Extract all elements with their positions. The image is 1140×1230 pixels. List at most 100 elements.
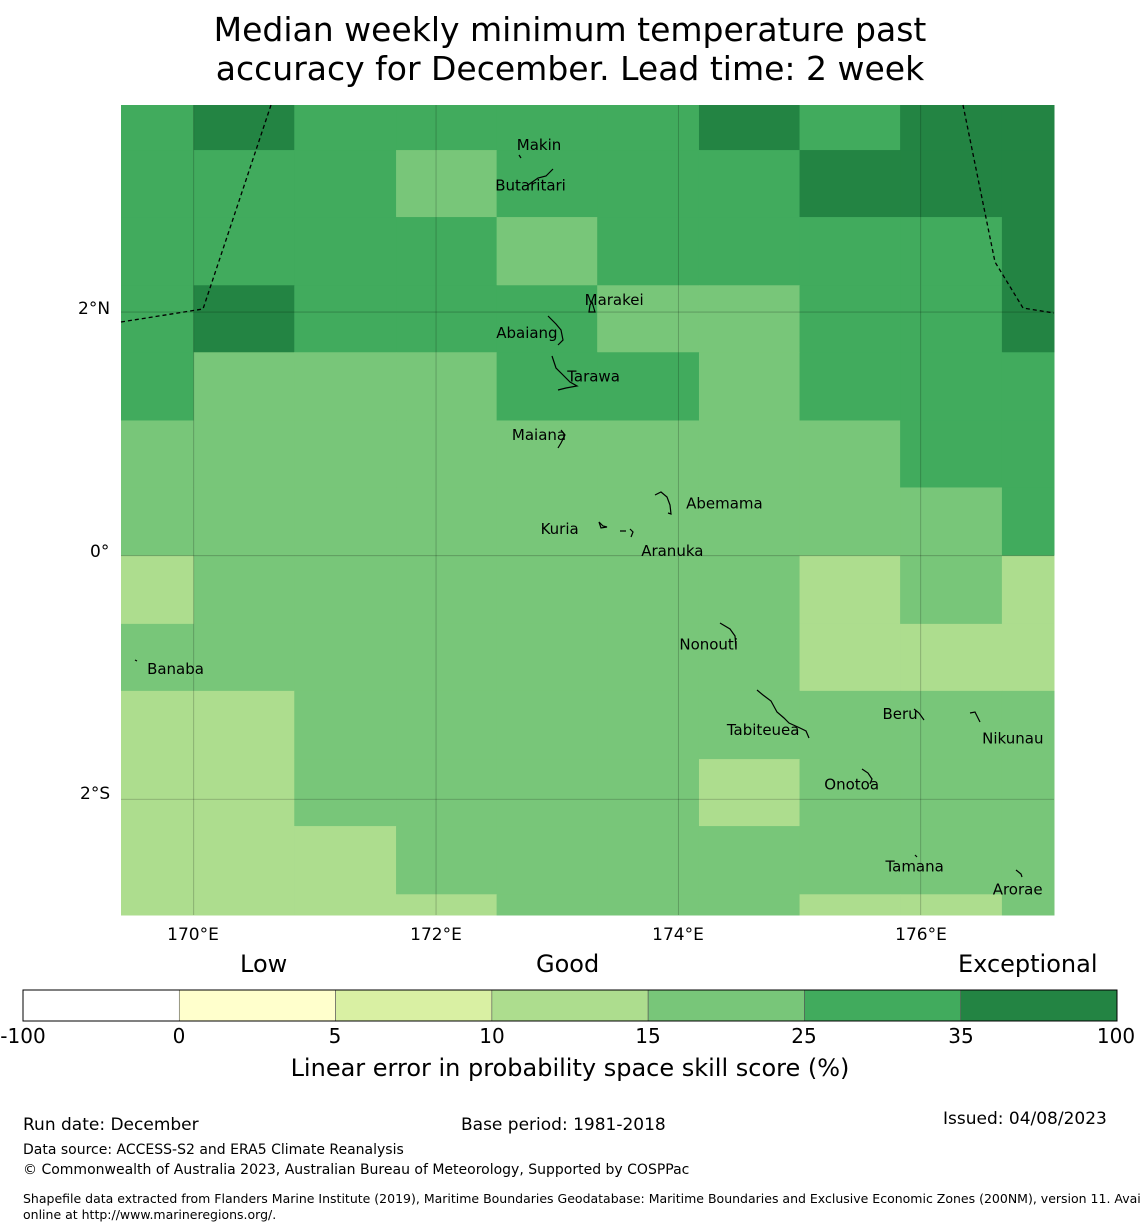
- grid-cell: [1001, 759, 1055, 827]
- grid-cell: [799, 420, 901, 488]
- grid-cell: [698, 105, 801, 151]
- grid-cell: [597, 623, 700, 692]
- colorbar-swatch: [178, 989, 336, 1022]
- grid-cell: [294, 285, 397, 353]
- grid-cell: [396, 826, 498, 895]
- y-tick-label-2s: 2°S: [80, 784, 111, 804]
- grid-cell: [496, 555, 598, 625]
- grid-cell: [121, 217, 195, 286]
- grid-cell: [597, 555, 700, 625]
- colorbar-swatch: [22, 989, 180, 1022]
- place-labels: Makin Butaritari Marakei Abaiang Tarawa Maian…: [147, 136, 1043, 898]
- grid-cell: [121, 623, 195, 692]
- island-abaiang: [547, 315, 564, 346]
- colorbar-swatch: [804, 989, 962, 1022]
- grid-cell: [193, 623, 295, 692]
- grid-cell: [193, 285, 295, 353]
- grid-cell: [294, 759, 397, 827]
- colorbar-tick-label: 15: [635, 1024, 661, 1048]
- y-tick-label-2n: 2°N: [78, 299, 111, 319]
- grid-cell: [496, 894, 598, 916]
- grid-cell: [294, 352, 397, 421]
- grid-cell: [900, 894, 1003, 916]
- grid-cell: [396, 487, 498, 557]
- y-tick-label-equator: 0°: [90, 542, 110, 562]
- island-abemama: [654, 491, 672, 515]
- eez-boundary-east: [962, 104, 1055, 314]
- grid-cell: [294, 217, 397, 286]
- grid-cell: [496, 487, 598, 557]
- grid-cell: [294, 105, 397, 151]
- grid-cell: [799, 217, 901, 286]
- colorbar-tick-label: 25: [791, 1024, 817, 1048]
- base-period: Base period: 1981-2018: [461, 1115, 666, 1135]
- grid-cell: [496, 420, 598, 488]
- grid-cell: [121, 759, 195, 827]
- grid-cell: [799, 150, 901, 218]
- colorbar-tick-label: 10: [479, 1024, 505, 1048]
- grid-cell: [193, 105, 295, 151]
- grid-cell: [121, 105, 195, 151]
- island-marakei: [588, 300, 596, 313]
- island-banaba: [134, 659, 138, 662]
- grid-cell: [900, 623, 1003, 692]
- grid-cell: [121, 150, 195, 218]
- island-makin: [518, 154, 522, 159]
- grid-cell: [799, 690, 901, 760]
- legend-category-exceptional: Exceptional: [958, 950, 1098, 978]
- island-aranuka: [620, 528, 634, 538]
- island-nikunau: [969, 711, 981, 723]
- grid-cell: [900, 150, 1003, 218]
- grid-cell: [396, 352, 498, 421]
- place-label: Beru: [883, 705, 918, 723]
- place-label: Tarawa: [566, 368, 620, 386]
- shapefile-credit-line-1: Shapefile data extracted from Flanders M…: [23, 1191, 1140, 1206]
- grid-cell: [496, 105, 598, 151]
- place-label: Arorae: [993, 880, 1043, 898]
- grid-cell: [193, 690, 295, 760]
- grid-cell: [396, 150, 498, 218]
- grid-cell: [396, 894, 498, 916]
- colorbar-frame: [22, 989, 1118, 1022]
- grid-cell: [496, 217, 598, 286]
- island-onotoa: [861, 768, 873, 785]
- grid-cell: [597, 150, 700, 218]
- place-label: Nonouti: [679, 636, 738, 654]
- grid-cell: [698, 826, 801, 895]
- grid-cell: [597, 420, 700, 488]
- grid-cell: [698, 352, 801, 421]
- grid-cell: [799, 352, 901, 421]
- grid-cell: [496, 759, 598, 827]
- colorbar-tick-label: 100: [1096, 1024, 1136, 1048]
- grid-cell: [121, 487, 195, 557]
- grid-cell: [1001, 217, 1055, 286]
- grid-cell: [698, 487, 801, 557]
- grid-cell: [496, 826, 598, 895]
- grid-cell: [193, 759, 295, 827]
- grid-cell: [900, 105, 1003, 151]
- grid-cell: [597, 690, 700, 760]
- grid-cell: [597, 487, 700, 557]
- colorbar-title: Linear error in probability space skill …: [290, 1054, 850, 1082]
- legend-category-low: Low: [240, 950, 288, 978]
- grid-cell: [193, 150, 295, 218]
- island-maiana: [557, 429, 566, 449]
- grid-cell: [1001, 487, 1055, 557]
- grid-cell: [799, 623, 901, 692]
- grid-cell: [1001, 150, 1055, 218]
- grid-cell: [799, 105, 901, 151]
- grid-cell: [396, 217, 498, 286]
- grid-cell: [294, 623, 397, 692]
- grid-cell: [799, 759, 901, 827]
- grid-cell: [698, 623, 801, 692]
- grid-cell: [900, 285, 1003, 353]
- colorbar-swatch: [647, 989, 805, 1022]
- grid-cell: [900, 826, 1003, 895]
- grid-cell: [121, 826, 195, 895]
- grid-cell: [396, 555, 498, 625]
- grid-cell: [698, 759, 801, 827]
- grid-cell: [396, 690, 498, 760]
- grid-cell: [900, 759, 1003, 827]
- grid-cell: [193, 487, 295, 557]
- grid-cell: [121, 690, 195, 760]
